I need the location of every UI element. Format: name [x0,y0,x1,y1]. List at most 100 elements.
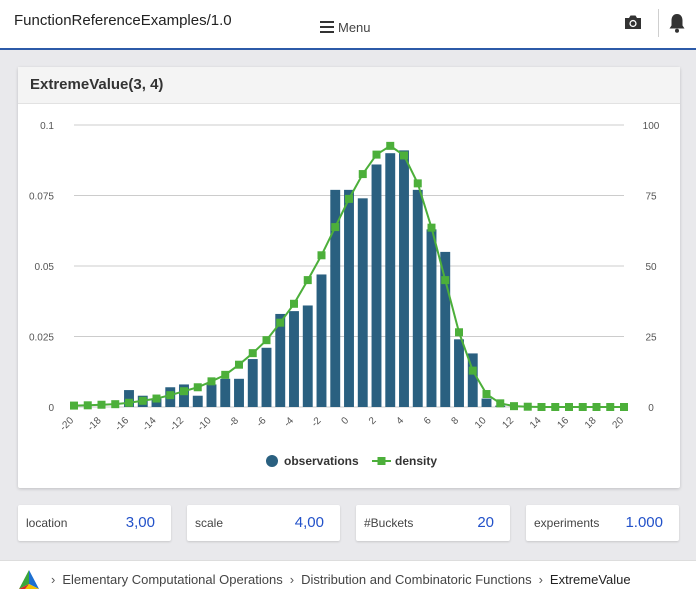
bar [371,164,382,407]
density-point [331,223,340,232]
x-tick-label: -12 [168,415,186,433]
location-field[interactable]: location 3,00 [18,505,171,541]
density-point [565,403,573,411]
x-tick-label: 18 [583,415,599,431]
density-point [455,328,463,337]
x-tick-label: 12 [500,415,516,431]
x-tick-label: -6 [255,415,269,429]
density-point [345,194,353,203]
y-right-tick-label: 50 [645,262,657,273]
bar [247,359,258,407]
density-point [413,179,422,188]
x-tick-label: -8 [227,415,241,429]
buckets-field[interactable]: #Buckets 20 [356,505,510,541]
density-point [166,391,175,400]
y-left-tick-label: 0.025 [29,333,54,344]
density-point [125,398,133,407]
x-tick-label: 4 [394,415,406,427]
experiments-value: 1.000 [625,514,663,531]
y-left-tick-label: 0.05 [35,262,55,273]
density-point [152,394,161,403]
legend-observations-label: observations [284,454,359,468]
density-point [111,400,120,409]
hamburger-icon [320,21,334,33]
x-tick-label: 20 [610,415,626,431]
density-point [262,336,271,345]
x-tick-label: 14 [528,415,544,431]
x-tick-label: -16 [113,415,131,433]
density-point [620,403,628,411]
bar [261,347,272,407]
x-tick-label: -20 [58,415,76,433]
triangle-logo-icon[interactable] [16,569,42,591]
density-point [482,390,491,399]
location-label: location [26,516,68,530]
bar [275,313,286,407]
density-point [358,170,367,179]
density-point [606,403,615,411]
density-point [372,150,381,159]
bar [206,384,217,407]
breadcrumb-current: ExtremeValue [549,572,631,587]
buckets-value: 20 [477,514,494,531]
x-tick-label: -4 [282,415,296,429]
y-right-tick-label: 100 [643,121,660,132]
camera-button[interactable] [622,12,644,32]
x-tick-label: 16 [555,415,571,431]
density-point [70,401,78,410]
density-point [496,399,505,408]
density-point [427,223,436,232]
chevron-right-icon: › [289,572,295,587]
bar [316,274,327,407]
density-point [468,366,477,375]
x-tick-label: 0 [339,415,351,427]
top-bar: FunctionReferenceExamples/1.0 Menu [0,0,696,50]
card-title: ExtremeValue(3, 4) [30,76,164,93]
menu-label: Menu [338,19,371,35]
bar [179,384,189,407]
y-left-tick-label: 0 [48,403,54,414]
breadcrumb-item[interactable]: Elementary Computational Operations [62,572,283,587]
density-point [510,402,518,411]
density-point [83,401,92,410]
experiments-label: experiments [534,516,600,530]
chevron-right-icon: › [51,572,56,587]
bar [330,189,341,407]
x-tick-label: 10 [473,415,489,431]
density-point [207,377,216,386]
bar [440,251,451,407]
density-point [193,383,202,392]
toolbar-divider [658,9,659,37]
scale-field[interactable]: scale 4,00 [187,505,340,541]
footer: › Elementary Computational Operations › … [0,560,696,598]
x-tick-label: -10 [196,415,214,433]
scale-value: 4,00 [294,514,324,531]
breadcrumb: › Elementary Computational Operations › … [48,572,631,587]
bar [454,339,464,407]
bar [399,150,409,407]
density-point [523,402,532,411]
bell-icon [669,14,685,33]
legend-density-swatch [377,457,386,465]
breadcrumb-item[interactable]: Distribution and Combinatoric Functions [301,572,532,587]
bar [302,305,313,407]
density-point [592,403,601,411]
y-left-tick-label: 0.075 [29,192,54,203]
chart-card: ExtremeValue(3, 4) 0 0.025 0.05 0.075 0.1 0 25… [18,67,680,488]
notifications-button[interactable] [666,11,688,35]
density-point [138,396,147,405]
scale-label: scale [195,516,224,530]
y-right-tick-label: 75 [645,192,657,203]
density-point [248,349,257,358]
experiments-field[interactable]: experiments 1.000 [526,505,679,541]
chevron-right-icon: › [538,572,543,587]
bar [289,311,299,407]
bar [344,189,354,407]
density-point [400,151,408,160]
density-point [386,141,395,150]
bar [412,189,423,407]
density-point [317,251,326,260]
x-tick-label: -2 [310,415,324,429]
card-header: ExtremeValue(3, 4) [18,67,680,104]
menu-button[interactable]: Menu [320,19,371,35]
